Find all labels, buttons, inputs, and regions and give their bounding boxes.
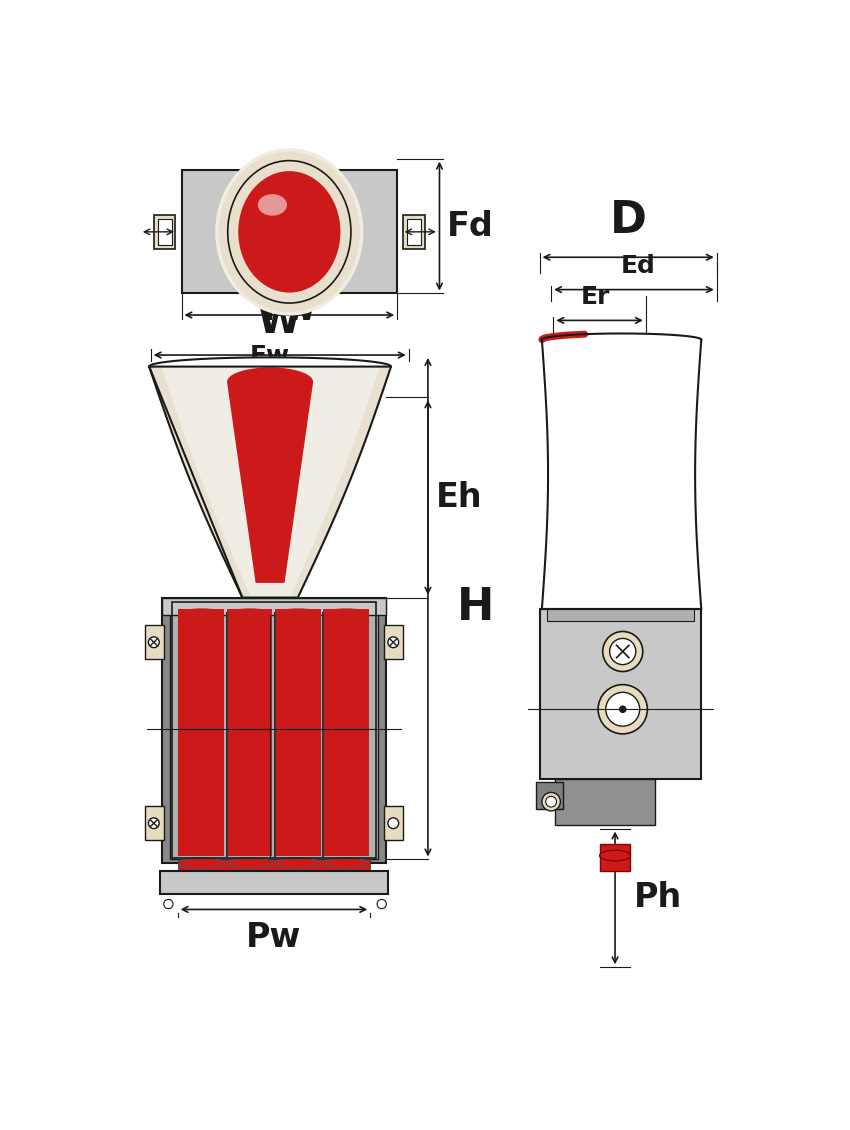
Bar [162,598,386,615]
Polygon shape [160,366,380,598]
Circle shape [164,899,173,909]
Bar [536,782,563,809]
Text: Fw: Fw [263,294,316,328]
Bar [157,219,172,245]
Ellipse shape [179,858,224,869]
Bar [599,844,631,871]
Bar [547,609,694,620]
Polygon shape [150,357,391,598]
Circle shape [542,792,560,811]
Ellipse shape [227,858,272,869]
Bar [178,860,370,879]
Ellipse shape [227,608,272,618]
Bar [227,609,272,855]
Circle shape [606,693,640,727]
Bar [162,598,386,863]
Text: Ed: Ed [620,254,655,278]
Bar [144,806,164,840]
Ellipse shape [234,171,345,302]
Ellipse shape [324,858,369,869]
Text: Fd: Fd [447,209,494,243]
Bar [178,609,224,855]
Circle shape [620,706,626,712]
Text: H: H [457,585,495,628]
Polygon shape [542,333,701,609]
Circle shape [603,632,643,671]
Ellipse shape [599,850,631,861]
Circle shape [609,638,636,664]
Ellipse shape [179,608,224,618]
Ellipse shape [226,158,353,305]
Bar [407,219,421,245]
Circle shape [598,685,648,733]
Circle shape [149,818,159,828]
Circle shape [388,637,399,647]
Bar [384,625,403,659]
Text: W: W [258,303,301,341]
Circle shape [388,818,399,828]
Polygon shape [228,368,313,582]
Ellipse shape [324,608,369,618]
Text: Pw: Pw [246,921,302,954]
Circle shape [377,899,387,909]
Bar [182,171,397,294]
Bar [384,806,403,840]
Bar [144,625,164,659]
Polygon shape [237,171,342,243]
Bar [173,602,376,858]
Bar [555,779,655,825]
Text: Ew: Ew [250,345,290,368]
Bar [170,598,378,860]
Circle shape [149,637,159,647]
Ellipse shape [258,194,287,216]
Bar [540,609,701,779]
Bar [403,215,425,249]
Circle shape [546,797,557,807]
Text: Er: Er [581,285,610,308]
Text: Ph: Ph [634,881,683,914]
Text: Eh: Eh [435,481,482,514]
Bar [323,609,369,855]
Text: D: D [609,199,647,242]
Bar [275,609,320,855]
Bar [160,871,388,894]
Ellipse shape [275,608,320,618]
Ellipse shape [275,858,320,869]
Bar [154,215,175,249]
